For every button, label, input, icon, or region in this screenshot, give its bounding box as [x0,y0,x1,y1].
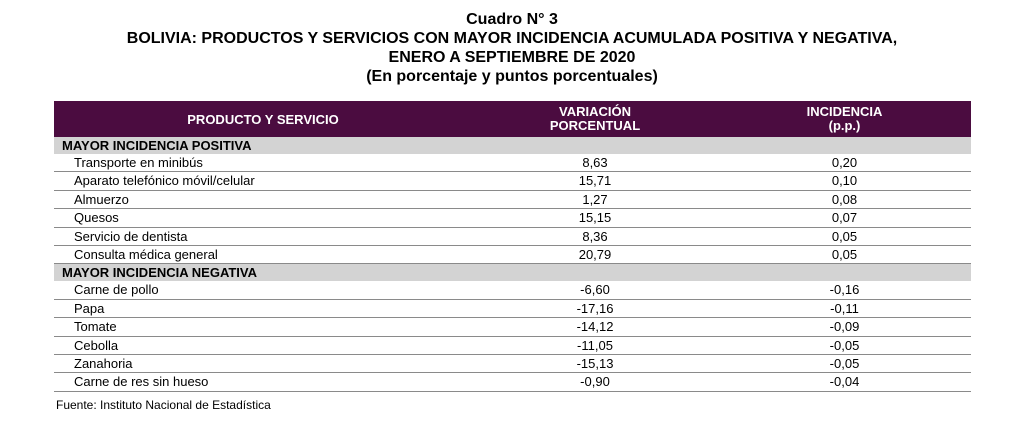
header-incidence-line1: INCIDENCIA [806,104,883,119]
cell-incidence: -0,05 [829,337,860,353]
header-product: PRODUCTO Y SERVICIO [187,111,339,127]
cell-product: Almuerzo [74,191,129,207]
table-row: Consulta médica general 20,79 0,05 [54,246,971,265]
table-header: PRODUCTO Y SERVICIO VARIACIÓN PORCENTUAL… [54,101,971,137]
cell-variation: 15,15 [578,210,612,226]
table-row: Tomate -14,12 -0,09 [54,318,971,337]
cell-incidence: 0,20 [831,155,858,170]
cell-variation: -6,60 [580,282,610,298]
cell-product: Carne de pollo [74,282,159,298]
header-variation-line1: VARIACIÓN [559,104,631,119]
cell-product: Tomate [74,319,117,335]
header-incidence-line2: (p.p.) [828,118,861,133]
cell-product: Quesos [74,210,119,226]
cell-incidence: -0,05 [829,355,860,371]
section-header: MAYOR INCIDENCIA NEGATIVA [54,264,971,282]
table-body: MAYOR INCIDENCIA POSITIVA Transporte en m… [54,137,971,392]
cell-variation: 1,27 [582,191,608,207]
cell-incidence: 0,08 [831,191,858,207]
cell-variation: -0,90 [580,374,610,390]
cell-product: Papa [74,300,105,316]
table-period: ENERO A SEPTIEMBRE DE 2020 [388,49,636,66]
header-variation: VARIACIÓN PORCENTUAL [472,101,718,137]
cell-incidence: 0,10 [831,173,858,189]
table-row: Carne de res sin hueso -0,90 -0,04 [54,373,971,392]
table-row: Aparato telefónico móvil/celular 15,71 0,1… [54,172,971,191]
data-table: PRODUCTO Y SERVICIO VARIACIÓN PORCENTUAL… [54,101,971,392]
header-incidence: INCIDENCIA (p.p.) [718,101,971,137]
cell-incidence: -0,11 [830,300,859,316]
cell-variation: 20,79 [578,246,612,262]
cell-variation: -15,13 [576,355,614,371]
cell-variation: -14,12 [576,319,614,335]
cell-variation: 8,63 [582,155,608,170]
cell-incidence: 0,05 [831,228,858,244]
cell-variation: -17,16 [576,300,614,316]
cell-incidence: 0,07 [831,210,858,226]
cell-product: Consulta médica general [74,246,218,262]
title-block: Cuadro N° 3 BOLIVIA: PRODUCTOS Y SERVICI… [0,10,1024,86]
cell-incidence: -0,09 [829,319,860,335]
table-row: Carne de pollo -6,60 -0,16 [54,281,971,300]
table-row: Quesos 15,15 0,07 [54,209,971,228]
table-row: Zanahoria -15,13 -0,05 [54,355,971,374]
cell-incidence: -0,04 [829,374,860,390]
header-variation-line2: PORCENTUAL [549,118,641,133]
table-row: Papa -17,16 -0,11 [54,300,971,319]
cell-product: Cebolla [74,337,119,353]
cell-product: Transporte en minibús [74,155,203,170]
cell-incidence: 0,05 [831,246,858,262]
section-header: MAYOR INCIDENCIA POSITIVA [54,137,971,154]
table-row: Servicio de dentista 8,36 0,05 [54,228,971,246]
table-row: Cebolla -11,05 -0,05 [54,337,971,355]
cell-variation: 15,71 [578,173,612,189]
table-row: Transporte en minibús 8,63 0,20 [54,154,971,173]
cell-product: Aparato telefónico móvil/celular [74,173,255,189]
table-title: BOLIVIA: PRODUCTOS Y SERVICIOS CON MAYOR… [126,30,898,47]
cell-product: Carne de res sin hueso [74,374,209,390]
cell-variation: 8,36 [582,228,608,244]
source-note: Fuente: Instituto Nacional de Estadístic… [56,398,271,412]
cell-variation: -11,05 [577,337,613,353]
cell-product: Servicio de dentista [74,228,188,244]
cell-product: Zanahoria [74,355,133,371]
table-units: (En porcentaje y puntos porcentuales) [366,68,658,85]
table-number: Cuadro N° 3 [466,11,558,28]
table-row: Almuerzo 1,27 0,08 [54,191,971,210]
cell-incidence: -0,16 [829,282,860,298]
